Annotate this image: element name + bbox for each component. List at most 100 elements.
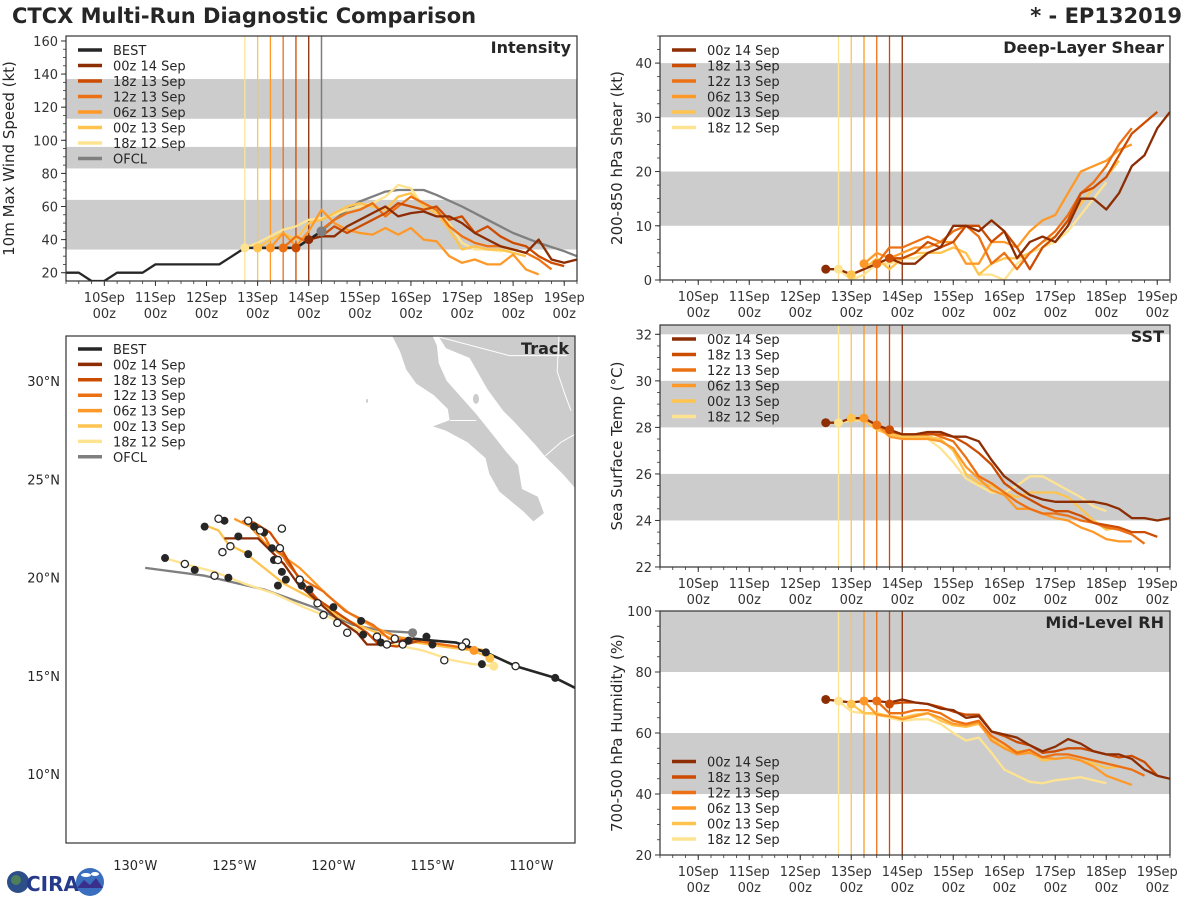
legend-label-00z-14-sep: 00z 14 Sep bbox=[707, 333, 780, 348]
series-line-18z-13-sep bbox=[889, 111, 1159, 271]
track-position-marker-filled bbox=[161, 554, 170, 563]
y-axis-label: 200-850 hPa Shear (kt) bbox=[608, 71, 626, 245]
track-position-marker-open bbox=[457, 642, 467, 651]
y-tick-label: 26 bbox=[635, 468, 652, 483]
x-tick-label-hour: 00z bbox=[1146, 306, 1170, 321]
track-position-marker-open bbox=[313, 599, 322, 608]
x-tick-label-day: 15Sep bbox=[933, 577, 974, 592]
legend-label-12z-13-sep: 12z 13 Sep bbox=[113, 91, 186, 106]
x-tick-label-day: 16Sep bbox=[984, 290, 1025, 305]
sst-chart: 22242628303210Sep00z11Sep00z12Sep00z13Se… bbox=[608, 324, 1178, 608]
track-position-marker-open bbox=[210, 571, 219, 580]
legend-label-18z-13-sep: 18z 13 Sep bbox=[707, 60, 780, 75]
init-marker-18z-13-sep bbox=[885, 253, 894, 263]
init-marker-12z-13-sep bbox=[872, 420, 882, 430]
init-marker-18z-12-sep bbox=[834, 264, 843, 274]
x-tick-label-hour: 00z bbox=[687, 306, 711, 321]
x-tick-label-hour: 00z bbox=[246, 307, 270, 322]
track-position-marker-open bbox=[398, 640, 407, 649]
init-marker-06z-13-sep bbox=[859, 696, 869, 706]
track-line-00z-13-sep bbox=[208, 525, 493, 660]
track-position-marker-open bbox=[333, 618, 342, 628]
storm-id: * - EP132019 bbox=[1030, 4, 1182, 28]
track-line-00z-14-sep bbox=[224, 537, 413, 646]
x-tick-label-hour: 00z bbox=[942, 593, 966, 608]
lon-tick-label: 125°W bbox=[212, 859, 256, 874]
y-tick-label: 20 bbox=[635, 166, 652, 181]
international-border bbox=[433, 336, 568, 357]
x-tick-label-day: 12Sep bbox=[186, 291, 227, 306]
x-tick-label-hour: 00z bbox=[1146, 881, 1170, 896]
x-tick-label-day: 14Sep bbox=[882, 865, 923, 880]
y-axis-label: 10m Max Wind Speed (kt) bbox=[0, 61, 18, 256]
init-marker-18z-12-sep bbox=[240, 243, 250, 253]
x-tick-label-day: 14Sep bbox=[288, 291, 329, 306]
legend-label-06z-13-sep: 06z 13 Sep bbox=[113, 106, 186, 121]
y-tick-label: 80 bbox=[41, 167, 58, 182]
legend-label-best: BEST bbox=[113, 343, 146, 358]
track-position-marker-filled bbox=[224, 573, 233, 582]
x-tick-label-day: 17Sep bbox=[1035, 577, 1076, 592]
x-tick-label-hour: 00z bbox=[687, 593, 711, 608]
legend-label-12z-13-sep: 12z 13 Sep bbox=[707, 75, 780, 90]
cira-logo-text: CIRA bbox=[26, 872, 80, 896]
x-tick-label-day: 10Sep bbox=[678, 577, 719, 592]
track-position-marker-open bbox=[218, 547, 227, 557]
y-tick-label: 10 bbox=[635, 220, 652, 235]
land-mainland-mexico bbox=[438, 336, 575, 489]
track-position-marker-filled bbox=[273, 581, 282, 590]
x-tick-label-hour: 00z bbox=[891, 306, 915, 321]
track-position-marker-filled bbox=[329, 603, 338, 612]
track-position-marker-open bbox=[277, 524, 287, 533]
y-tick-label: 100 bbox=[33, 134, 58, 149]
y-tick-label: 28 bbox=[635, 421, 652, 436]
x-tick-label-hour: 00z bbox=[1095, 881, 1119, 896]
x-tick-label-day: 11Sep bbox=[729, 865, 770, 880]
track-position-marker-filled bbox=[267, 544, 276, 553]
legend-label-12z-13-sep: 12z 13 Sep bbox=[707, 787, 780, 802]
y-tick-label: 80 bbox=[635, 666, 652, 681]
legend-label-18z-13-sep: 18z 13 Sep bbox=[113, 374, 186, 389]
x-tick-label-day: 11Sep bbox=[729, 290, 770, 305]
series-line-00z-14-sep bbox=[825, 698, 1170, 780]
x-tick-label-hour: 00z bbox=[738, 306, 762, 321]
x-tick-label-hour: 00z bbox=[1095, 306, 1119, 321]
legend-label-00z-14-sep: 00z 14 Sep bbox=[707, 44, 780, 59]
track-position-marker-filled bbox=[422, 632, 431, 641]
legend-label-00z-13-sep: 00z 13 Sep bbox=[707, 106, 780, 121]
x-tick-label-hour: 00z bbox=[450, 307, 474, 322]
init-marker-06z-13-sep bbox=[859, 413, 869, 423]
track-position-marker-filled bbox=[234, 532, 243, 541]
island bbox=[366, 398, 369, 403]
track-position-marker-open bbox=[275, 543, 285, 553]
init-marker-18z-13-sep bbox=[885, 699, 894, 709]
init-marker-06z-13-sep bbox=[859, 259, 869, 269]
series-line-00z-13-sep bbox=[256, 192, 527, 258]
y-tick-label: 120 bbox=[33, 101, 58, 116]
track-position-marker-filled bbox=[428, 640, 437, 649]
init-marker-12z-13-sep bbox=[872, 259, 882, 269]
track-position-marker-filled bbox=[481, 648, 490, 657]
legend-label-18z-12-sep: 18z 12 Sep bbox=[113, 435, 186, 450]
y-tick-label: 20 bbox=[635, 849, 652, 864]
x-tick-label-hour: 00z bbox=[891, 881, 915, 896]
state-border bbox=[544, 433, 575, 457]
track-position-marker-filled bbox=[357, 616, 366, 625]
init-marker-00z-13-sep bbox=[846, 413, 856, 423]
y-tick-label: 0 bbox=[644, 274, 652, 289]
init-marker-00z-13-sep bbox=[253, 243, 263, 253]
series-line-00z-14-sep bbox=[825, 111, 1170, 276]
land-layer bbox=[366, 336, 575, 522]
track-position-marker-filled bbox=[404, 636, 413, 645]
series-line-06z-13-sep bbox=[863, 143, 1133, 265]
y-tick-label: 40 bbox=[635, 57, 652, 72]
x-tick-label-hour: 00z bbox=[840, 881, 864, 896]
y-tick-label: 40 bbox=[41, 234, 58, 249]
shear-chart: 01020304010Sep00z11Sep00z12Sep00z13Sep00… bbox=[608, 35, 1178, 321]
legend-label-12z-13-sep: 12z 13 Sep bbox=[113, 389, 186, 404]
init-marker-ofcl bbox=[316, 226, 327, 237]
y-tick-label: 32 bbox=[635, 328, 652, 343]
